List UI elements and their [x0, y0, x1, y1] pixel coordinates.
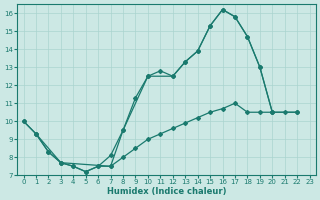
X-axis label: Humidex (Indice chaleur): Humidex (Indice chaleur) — [107, 187, 226, 196]
